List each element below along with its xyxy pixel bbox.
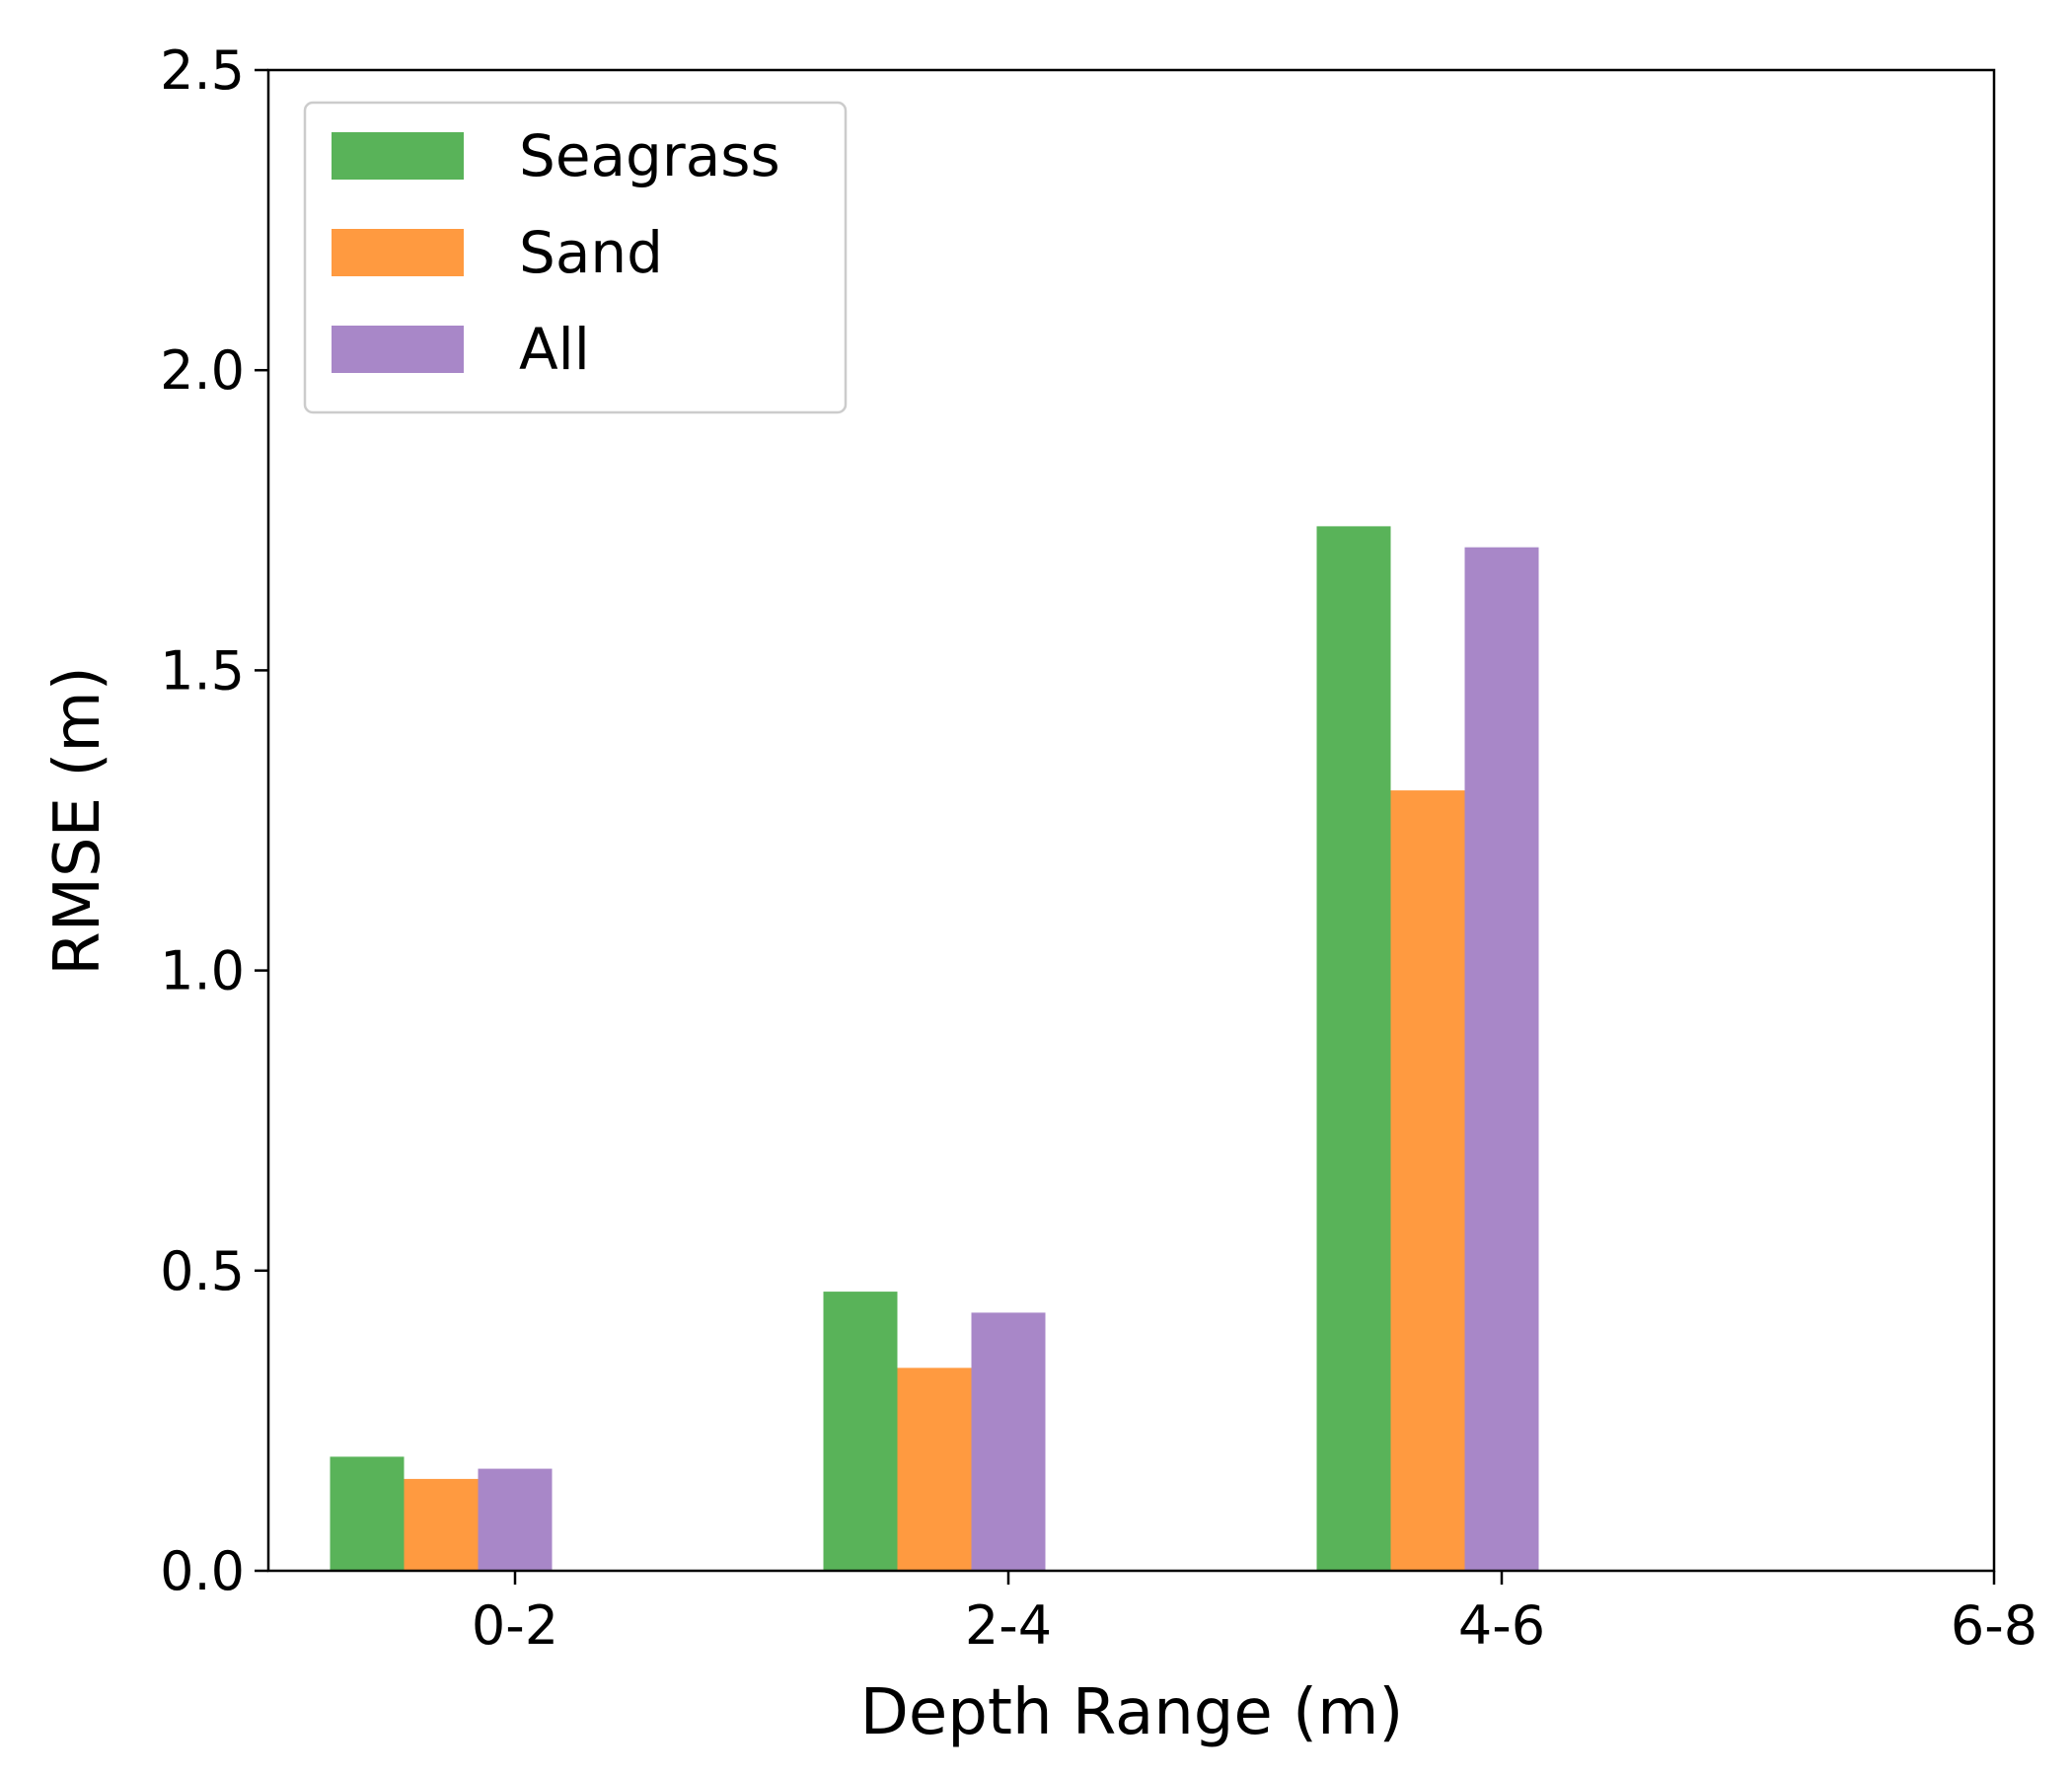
legend-swatch-seagrass <box>332 132 464 180</box>
bar-all-0-2 <box>478 1468 553 1571</box>
legend-label-seagrass: Seagrass <box>519 122 780 189</box>
x-tick-label: 4-6 <box>1458 1594 1545 1657</box>
y-tick-label: 2.0 <box>160 339 245 402</box>
y-tick-label: 1.0 <box>160 940 245 1002</box>
y-tick-label: 1.5 <box>160 639 245 702</box>
y-tick-label: 2.5 <box>160 39 245 102</box>
legend-label-sand: Sand <box>519 219 663 286</box>
y-axis-ticks: 0.0 0.5 1.0 1.5 2.0 2.5 <box>160 39 268 1602</box>
x-axis-ticks: 0-2 2-4 4-6 6-8 <box>472 1571 2037 1657</box>
bar-all-4-6 <box>1464 547 1539 1571</box>
x-tick-label: 6-8 <box>1951 1594 2037 1657</box>
bar-all-2-4 <box>971 1312 1046 1571</box>
bar-seagrass-0-2 <box>330 1456 405 1571</box>
bar-sand-4-6 <box>1390 790 1465 1571</box>
legend-swatch-all <box>332 326 464 373</box>
x-tick-label: 0-2 <box>472 1594 558 1657</box>
y-axis-label: RMSE (m) <box>41 666 114 975</box>
bar-seagrass-2-4 <box>823 1292 898 1571</box>
bar-seagrass-4-6 <box>1316 526 1391 1571</box>
legend: Seagrass Sand All <box>303 101 848 414</box>
legend-label-all: All <box>519 316 590 383</box>
y-tick-label: 0.0 <box>160 1540 245 1602</box>
x-axis-label: Depth Range (m) <box>860 1676 1404 1749</box>
bar-sand-2-4 <box>897 1368 972 1571</box>
plot-frame <box>266 68 1996 1573</box>
y-tick-label: 0.5 <box>160 1240 245 1302</box>
bars-layer <box>330 526 1539 1571</box>
legend-swatch-sand <box>332 229 464 276</box>
bar-sand-0-2 <box>404 1478 479 1571</box>
x-tick-label: 2-4 <box>965 1594 1052 1657</box>
